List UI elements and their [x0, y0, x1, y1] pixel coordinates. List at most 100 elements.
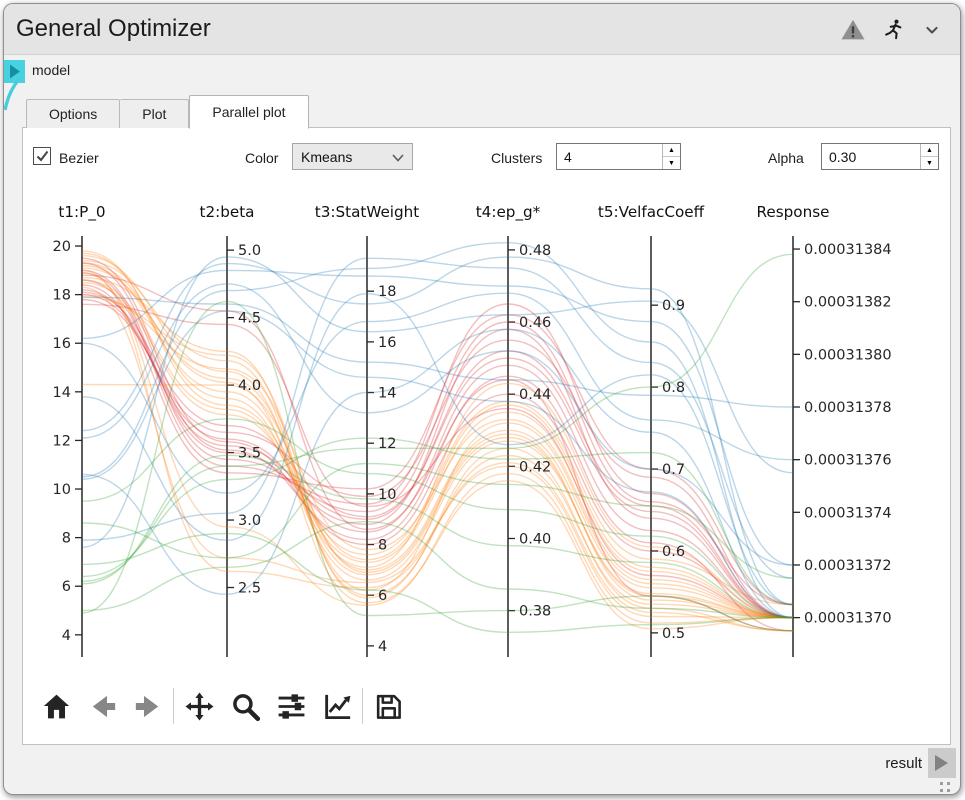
alpha-value: 0.30 [829, 149, 857, 165]
tick-label: 0.42 [519, 459, 551, 475]
tick-label: 16 [53, 336, 71, 352]
alpha-spinbox[interactable]: 0.30 ▲ ▼ [821, 143, 939, 170]
clusters-down-button[interactable]: ▼ [663, 157, 680, 169]
configure-subplots-icon [278, 693, 304, 719]
tick-label: 12 [53, 433, 71, 449]
tick-label: 4 [378, 639, 387, 655]
tick-label: 10 [378, 487, 396, 503]
home-icon [43, 694, 69, 718]
resize-grip[interactable] [940, 782, 952, 794]
tick-label: 18 [53, 288, 71, 304]
result-output-port[interactable] [928, 748, 956, 778]
tab-parallel-plot[interactable]: Parallel plot [189, 95, 309, 129]
data-line-blue [81, 292, 794, 494]
data-line-orange [81, 276, 794, 632]
toolbar-separator [173, 688, 174, 724]
output-port-label: result [885, 755, 922, 772]
data-line-blue [81, 328, 794, 619]
tick-label: 0.00031384 [804, 242, 892, 258]
data-line-red [81, 291, 794, 619]
tick-label: 4 [62, 628, 71, 644]
color-dropdown-value: Kmeans [301, 149, 353, 165]
tick-label: 0.00031382 [804, 295, 892, 311]
tick-label: 6 [378, 588, 387, 604]
tick-label: 0.00031380 [804, 347, 892, 363]
color-dropdown[interactable]: Kmeans [292, 143, 413, 170]
tick-label: 14 [53, 385, 71, 401]
tick-label: 0.6 [662, 544, 685, 560]
collapse-chevron-icon[interactable] [922, 20, 942, 40]
tick-label: 0.00031370 [804, 611, 892, 627]
tick-label: 18 [378, 284, 396, 300]
tick-label: 10 [53, 482, 71, 498]
configure-subplots-button[interactable] [268, 686, 314, 726]
input-port-row: model [4, 56, 960, 111]
clusters-spinbox[interactable]: 4 ▲ ▼ [556, 143, 681, 170]
data-line-orange [81, 279, 794, 619]
tick-label: 8 [378, 538, 387, 554]
tab-plot[interactable]: Plot [120, 99, 190, 128]
tick-label: 0.46 [519, 315, 551, 331]
optimizer-window: General Optimizer [3, 3, 961, 795]
forward-button[interactable] [125, 686, 171, 726]
tick-label: 0.40 [519, 531, 551, 547]
tick-label: 0.44 [519, 387, 551, 403]
data-line-orange [81, 252, 794, 619]
check-icon [36, 150, 49, 162]
tick-label: 6 [62, 579, 71, 595]
data-line-red [81, 279, 794, 619]
input-port-label: model [32, 62, 71, 78]
home-button[interactable] [33, 686, 79, 726]
axis-title: t2:beta [200, 203, 255, 221]
customize-button[interactable] [314, 686, 360, 726]
model-input-port[interactable] [4, 60, 25, 83]
parallel-plot-canvas[interactable]: 4 6 8 10 12 14 16 18 20 t1:P_0 2.5 3.0 3.5 4.0 4.5 5.0 t… [33, 191, 945, 673]
tick-label: 20 [53, 239, 71, 255]
tab-options[interactable]: Options [26, 99, 121, 128]
bezier-label: Bezier [59, 150, 99, 166]
pan-button[interactable] [176, 686, 222, 726]
back-button[interactable] [79, 686, 125, 726]
data-line-green [81, 520, 794, 619]
axis-title: t1:P_0 [58, 203, 105, 222]
content-panel: Bezier Color Kmeans Clusters 4 ▲ ▼ Alpha… [22, 127, 951, 745]
bezier-checkbox[interactable] [33, 147, 51, 165]
warning-icon [840, 17, 866, 43]
save-icon [376, 694, 401, 719]
tick-label: 3.5 [238, 446, 261, 462]
forward-icon [135, 695, 158, 717]
tick-label: 0.9 [662, 298, 685, 314]
zoom-button[interactable] [222, 686, 268, 726]
tick-label: 2.5 [238, 581, 261, 597]
alpha-up-button[interactable]: ▲ [921, 144, 938, 157]
run-icon[interactable] [882, 17, 906, 43]
data-line-blue [81, 269, 794, 566]
tick-label: 8 [62, 531, 71, 547]
data-line-blue [81, 257, 794, 579]
data-line-red [81, 269, 794, 606]
tick-label: 0.38 [519, 604, 551, 620]
chevron-down-icon [392, 154, 404, 162]
data-line-orange [81, 259, 794, 619]
data-line-orange [81, 264, 794, 619]
tick-label: 0.48 [519, 243, 551, 259]
tick-label: 0.00031374 [804, 505, 892, 521]
back-icon [92, 695, 115, 717]
tick-label: 0.7 [662, 462, 685, 478]
data-line-red [81, 262, 794, 632]
data-line-green [81, 437, 794, 606]
data-line-orange [81, 255, 794, 619]
data-line-red [81, 274, 794, 632]
axis-title: Response [757, 203, 830, 221]
data-line-orange [81, 250, 794, 619]
toolbar-separator [362, 688, 363, 724]
tick-label: 3.0 [238, 513, 261, 529]
tick-label: 0.00031376 [804, 453, 892, 469]
connection-wire [4, 78, 21, 111]
plot-toolbar [33, 683, 411, 729]
data-line-green [81, 532, 794, 634]
save-button[interactable] [365, 686, 411, 726]
alpha-down-button[interactable]: ▼ [921, 157, 938, 169]
data-line-red [81, 289, 794, 619]
clusters-up-button[interactable]: ▲ [663, 144, 680, 157]
